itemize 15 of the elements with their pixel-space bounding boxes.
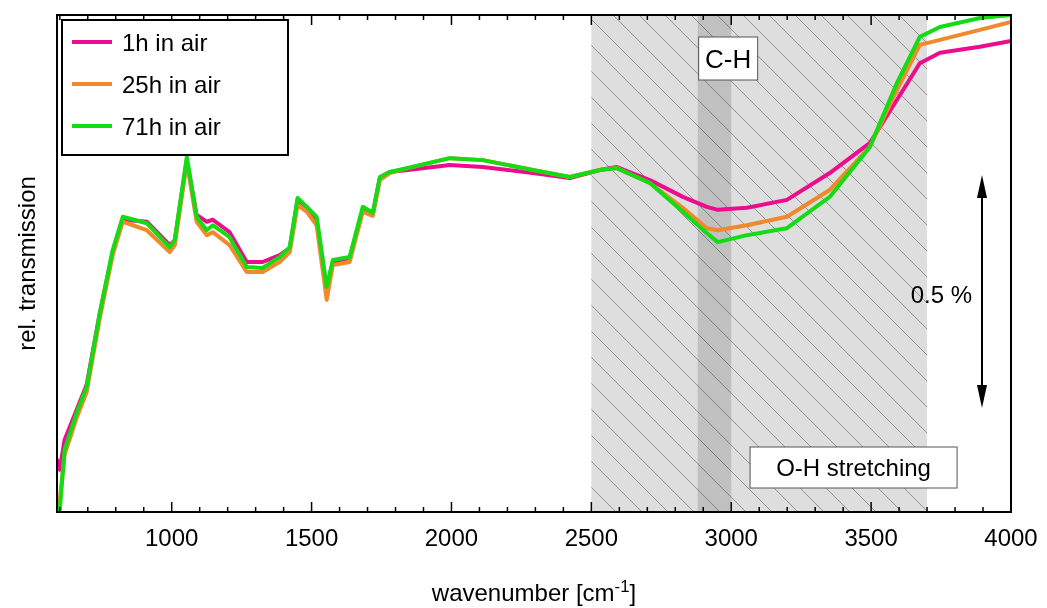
legend-label: 25h in air bbox=[122, 71, 221, 98]
x-tick-label: 2500 bbox=[564, 524, 619, 551]
band-label: O-H stretching bbox=[776, 454, 931, 481]
annotation: 0.5 % bbox=[910, 281, 972, 308]
x-tick-label: 1500 bbox=[284, 524, 339, 551]
x-tick-label: 1000 bbox=[145, 524, 199, 551]
legend-label: 71h in air bbox=[122, 113, 221, 140]
x-tick-label: 3000 bbox=[704, 524, 758, 551]
y-axis-title: rel. transmission bbox=[13, 176, 40, 351]
x-axis-title: wavenumber [cm$^{-1}$] bbox=[430, 576, 637, 606]
legend-label: 1h in air bbox=[122, 29, 208, 56]
x-tick-label: 4000 bbox=[984, 524, 1038, 551]
x-tick-label: 2000 bbox=[424, 524, 479, 551]
band-label: C-H bbox=[705, 44, 752, 74]
x-tick-label: 3500 bbox=[844, 524, 898, 551]
